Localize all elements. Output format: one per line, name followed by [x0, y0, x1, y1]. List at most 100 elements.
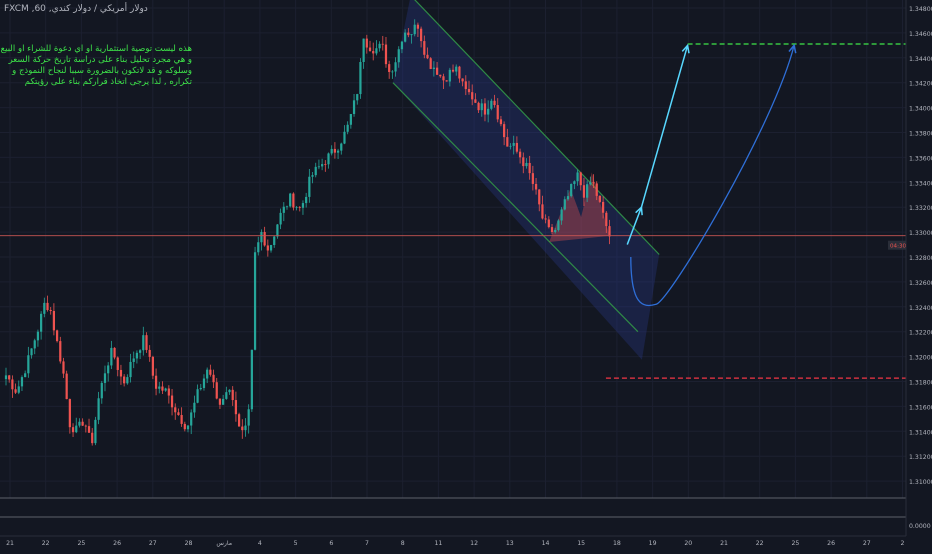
candle-body: [84, 425, 87, 427]
candle-body: [247, 409, 250, 426]
y-tick-label: 1.34200: [909, 81, 932, 88]
candle: [442, 73, 445, 90]
disclaimer-line: تكراره , لذا يرجى اتخاذ قراركم بناء على …: [24, 77, 192, 87]
x-tick-label: 5: [294, 540, 298, 547]
candle: [43, 297, 46, 318]
candle: [352, 94, 356, 117]
candle-body: [107, 365, 110, 374]
x-tick-label: 4: [258, 540, 262, 547]
price-axis-bg[interactable]: [906, 0, 932, 550]
candle: [81, 418, 84, 426]
y-tick-label: 1.31600: [909, 404, 932, 411]
candle: [279, 208, 282, 230]
x-tick-label: 20: [684, 540, 692, 547]
price-axis[interactable]: 1.34800 1.34600 1.34400 1.34200 1.34000 1.338…: [905, 0, 932, 550]
candle: [362, 38, 365, 69]
y-tick-label: 1.33000: [909, 230, 932, 237]
x-tick-label: 13: [506, 540, 514, 547]
candle: [388, 60, 391, 79]
y-tick-label: 1.34600: [909, 31, 932, 38]
channel-upper-line[interactable]: [411, 0, 660, 255]
projection-curve[interactable]: [630, 45, 795, 307]
candle: [289, 192, 292, 208]
candle: [458, 65, 461, 83]
candle-body: [458, 66, 461, 79]
candle: [8, 374, 11, 383]
candle-body: [566, 196, 570, 200]
candle: [404, 29, 407, 43]
x-tick-label: 22: [42, 540, 50, 547]
candle-body: [138, 350, 142, 353]
candle: [20, 375, 24, 391]
candle: [94, 416, 97, 446]
candle: [36, 329, 40, 347]
y-tick-label: 1.33800: [909, 131, 932, 138]
y-tick-label: 1.32200: [909, 330, 932, 337]
candle-body: [503, 124, 506, 138]
x-tick-label: 25: [77, 540, 85, 547]
symbol-header[interactable]: FXCM ,60 ,دولار أمريكي / دولار كندي: [4, 4, 148, 14]
candle: [190, 409, 193, 435]
candle-body: [8, 375, 11, 380]
candle-body: [333, 148, 337, 153]
y-tick-label: 1.31200: [909, 454, 932, 461]
candle-body: [483, 103, 487, 115]
candle-body: [301, 203, 305, 208]
candle: [499, 115, 503, 127]
candle: [356, 93, 359, 105]
candle-body: [384, 44, 388, 65]
candle: [496, 98, 499, 123]
candle: [78, 418, 81, 428]
x-tick-label: 12: [470, 540, 478, 547]
candle-body: [94, 419, 97, 444]
candle: [237, 412, 241, 427]
candle-body: [237, 414, 241, 427]
candle-body: [592, 182, 595, 184]
candle-body: [164, 388, 167, 391]
candle-body: [496, 105, 499, 120]
candle: [474, 93, 477, 103]
candle-body: [448, 69, 451, 82]
channel-lower-line[interactable]: [392, 82, 639, 333]
candle: [439, 74, 442, 78]
candle: [107, 362, 110, 382]
candle-body: [321, 164, 324, 167]
x-tick-label: 25: [791, 540, 799, 547]
candle-body: [36, 331, 40, 341]
price-channel[interactable]: [392, 0, 660, 360]
candle-body: [487, 108, 490, 115]
candle: [292, 192, 295, 211]
candle: [55, 329, 59, 343]
projection-drawings[interactable]: [626, 43, 797, 307]
candle-body: [563, 199, 566, 210]
candle-body: [426, 54, 429, 59]
candle-body: [193, 402, 196, 413]
candle: [234, 391, 238, 422]
candle: [33, 338, 36, 355]
candle-body: [490, 100, 493, 109]
candle-body: [97, 398, 100, 420]
candle: [592, 174, 595, 189]
time-axis[interactable]: 21 22 25 26 27 28 مارس 4 5 6 7 8 11 12 13 14 15 18 19 20 21 2…: [6, 540, 904, 547]
candle: [579, 171, 582, 191]
x-tick-label: 15: [577, 540, 585, 547]
candle-body: [538, 189, 541, 205]
candle: [321, 158, 324, 171]
candle-body: [435, 67, 439, 75]
y-tick-label: 1.31800: [909, 380, 932, 387]
candle: [308, 168, 311, 203]
candle: [145, 332, 148, 353]
harmonic-pattern[interactable]: [549, 172, 610, 243]
candle-body: [186, 425, 190, 430]
candle-body: [279, 212, 282, 225]
candle-body: [317, 166, 321, 168]
candle: [487, 100, 490, 123]
candle: [372, 42, 375, 61]
arrow-head-small: [635, 205, 643, 216]
candle-body: [158, 386, 161, 389]
candle-body: [397, 49, 400, 63]
candle-body: [190, 412, 193, 426]
candle: [24, 370, 27, 378]
